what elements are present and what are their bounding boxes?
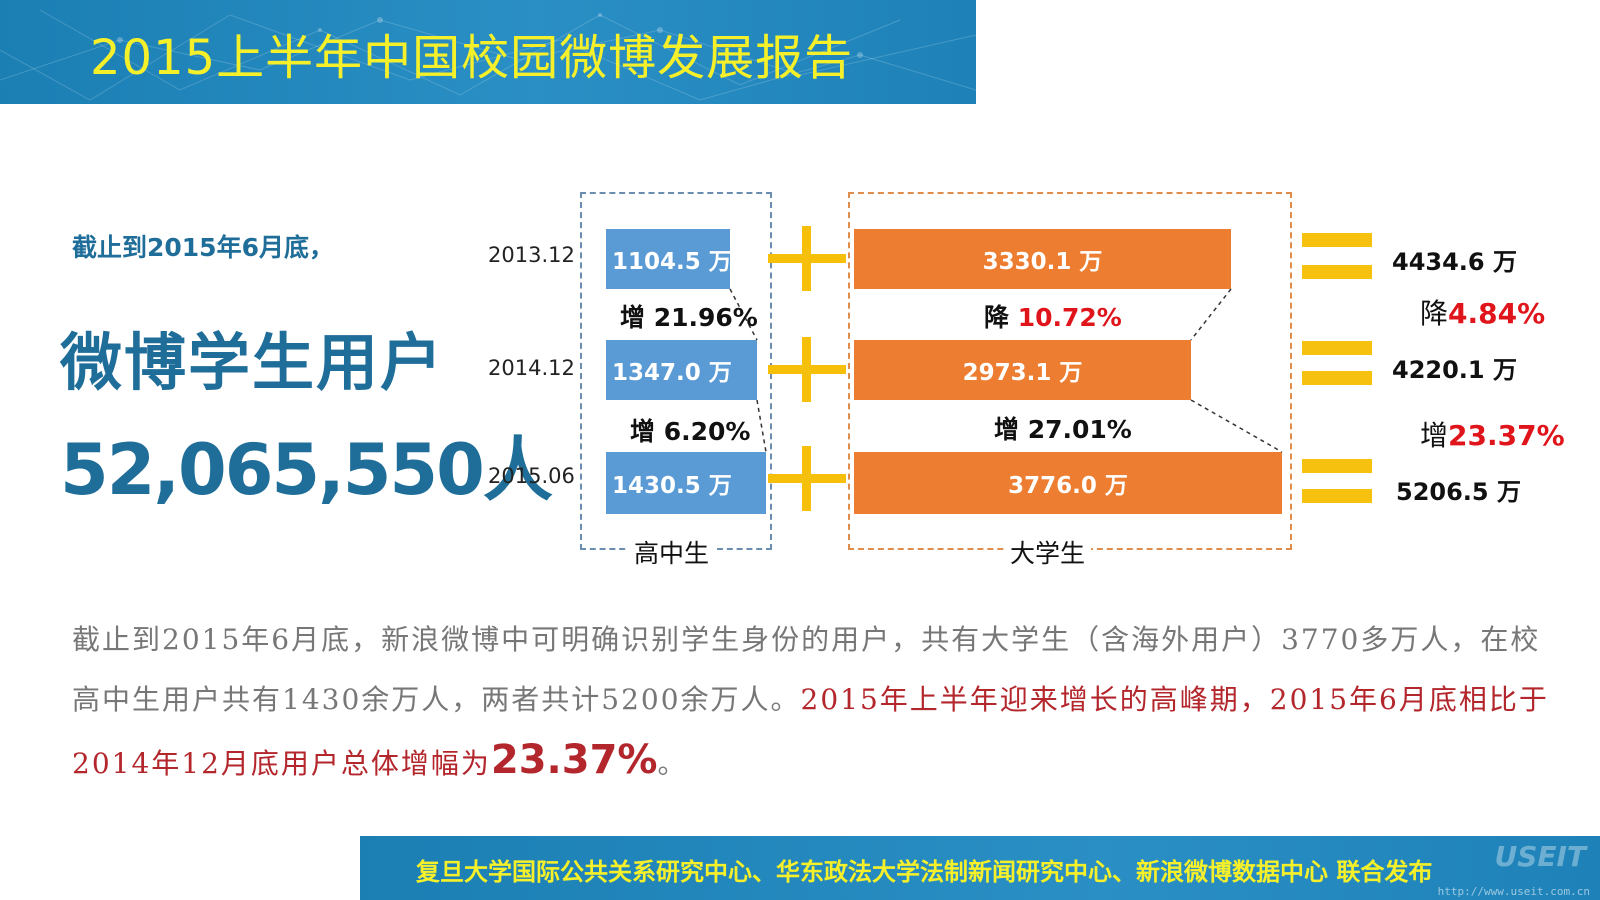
change-prefix: 增 <box>620 303 646 332</box>
change-high-school-2015: 增 6.20% <box>630 412 750 448</box>
bar-high-school-2014: 1347.0 万 <box>606 340 757 400</box>
change-value: 10.72% <box>1009 303 1122 332</box>
network-background-icon <box>0 9 976 101</box>
change-prefix: 降 <box>984 303 1010 332</box>
footer-band: 复旦大学国际公共关系研究中心、华东政法大学法制新闻研究中心、新浪微博数据中心 联… <box>360 836 1600 900</box>
change-prefix: 增 <box>1420 419 1449 452</box>
change-university-2014: 降 10.72% <box>984 298 1122 334</box>
total-2015: 5206.5 万 <box>1396 478 1521 506</box>
change-prefix: 增 <box>994 415 1020 444</box>
watermark-logo: USEIT <box>1494 840 1586 873</box>
period-label-2013: 2013.12 <box>488 243 575 267</box>
change-value: 27.01% <box>1019 415 1132 444</box>
group-label-university: 大学生 <box>1004 534 1092 570</box>
bar-high-school-2013: 1104.5 万 <box>606 229 732 289</box>
change-prefix: 增 <box>630 417 656 446</box>
change-value: 23.37% <box>1448 419 1565 452</box>
page-title: 2015上半年中国校园微博发展报告 <box>90 30 854 86</box>
description-paragraph: 截止到2015年6月底，新浪微博中可明确识别学生身份的用户，共有大学生（含海外用… <box>72 610 1552 794</box>
period-label-2014: 2014.12 <box>488 356 575 380</box>
change-university-2015: 增 27.01% <box>994 410 1132 446</box>
footer-publishers: 复旦大学国际公共关系研究中心、华东政法大学法制新闻研究中心、新浪微博数据中心 联… <box>416 858 1433 886</box>
summary-intro: 截止到2015年6月底， <box>72 233 334 262</box>
description-part2: 2015年上半年迎来增长的高峰期，2015年6月底相比于2014年12月底用户总… <box>72 683 1549 780</box>
bar-high-school-2015: 1430.5 万 <box>606 452 766 514</box>
group-label-high-school: 高中生 <box>628 534 716 570</box>
description-part1: 截止到2015年6月底，新浪微博中可明确识别学生身份的用户，共有大学生（含海外用… <box>72 623 1541 716</box>
change-value: 21.96% <box>645 303 758 332</box>
total-2014: 4220.1 万 <box>1392 356 1517 384</box>
watermark-url: http://www.useit.com.cn <box>1437 885 1590 898</box>
summary-label: 微博学生用户 <box>60 326 445 399</box>
description-highlight: 23.37% <box>490 737 658 783</box>
change-value: 4.84% <box>1448 297 1546 330</box>
total-change-2014: 降4.84% <box>1420 292 1545 332</box>
change-value: 6.20% <box>655 417 751 446</box>
bar-university-2013: 3330.1 万 <box>854 229 1231 289</box>
summary-count: 52,065,550人 <box>60 429 553 511</box>
header-band: 2015上半年中国校园微博发展报告 <box>0 0 976 104</box>
bar-university-2015: 3776.0 万 <box>854 452 1282 514</box>
change-high-school-2014: 增 21.96% <box>620 298 758 334</box>
change-prefix: 降 <box>1420 297 1449 330</box>
period-label-2015: 2015.06 <box>488 464 575 488</box>
total-change-2015: 增23.37% <box>1420 414 1565 454</box>
total-2013: 4434.6 万 <box>1392 248 1517 276</box>
description-end: 。 <box>657 747 688 780</box>
bar-university-2014: 2973.1 万 <box>854 340 1191 400</box>
